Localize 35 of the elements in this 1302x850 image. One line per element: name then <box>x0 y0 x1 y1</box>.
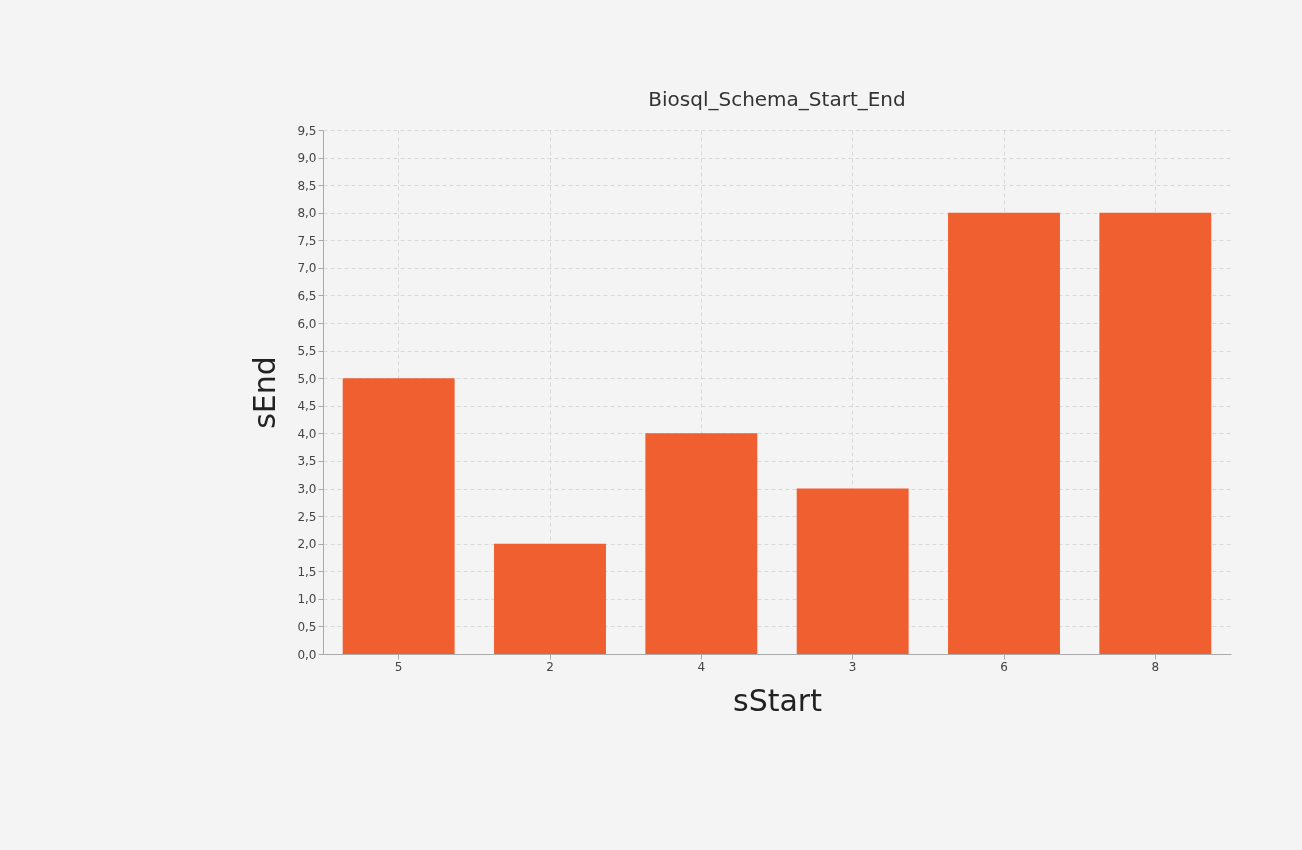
bar <box>948 212 1060 654</box>
x-tick-label: 4 <box>697 659 706 674</box>
x-axis-title: sStart <box>733 682 823 718</box>
y-tick-label: 5,5 <box>297 344 317 359</box>
bar <box>645 433 758 654</box>
bar <box>494 543 606 654</box>
bar <box>796 488 909 654</box>
y-tick-label: 0,5 <box>297 619 317 634</box>
y-axis-title: sEnd <box>247 356 283 429</box>
y-tick-label: 8,5 <box>297 178 317 193</box>
x-tick-label: 2 <box>546 659 554 674</box>
x-tick-label: 3 <box>848 659 857 674</box>
y-tick-label: 9,0 <box>297 151 317 166</box>
y-tick-label: 7,0 <box>297 261 317 276</box>
y-tick-label: 7,5 <box>297 233 317 248</box>
y-tick-label: 3,0 <box>297 482 317 497</box>
x-tick-label: 6 <box>1000 659 1008 674</box>
bar <box>342 378 455 654</box>
y-tick-label: 9,5 <box>297 123 317 138</box>
y-tick-label: 4,5 <box>297 399 317 414</box>
y-tick-label: 5,0 <box>297 371 317 386</box>
x-tick-label: 5 <box>394 659 403 674</box>
y-tick-label: 2,5 <box>297 509 317 524</box>
y-tick-label: 8,0 <box>297 206 317 221</box>
y-tick-label: 1,5 <box>297 564 317 579</box>
y-tick-label: 4,0 <box>297 426 317 441</box>
y-tick-label: 2,0 <box>297 537 317 552</box>
y-tick-label: 3,5 <box>297 454 317 469</box>
y-tick-label: 0,0 <box>297 647 317 662</box>
y-tick-label: 6,0 <box>297 316 317 331</box>
chart-title: Biosql_Schema_Start_End <box>648 87 906 111</box>
x-tick-label: 8 <box>1151 659 1160 674</box>
y-tick-label: 1,0 <box>297 592 317 607</box>
y-tick-label: 6,5 <box>297 288 317 303</box>
bar <box>1099 212 1212 654</box>
